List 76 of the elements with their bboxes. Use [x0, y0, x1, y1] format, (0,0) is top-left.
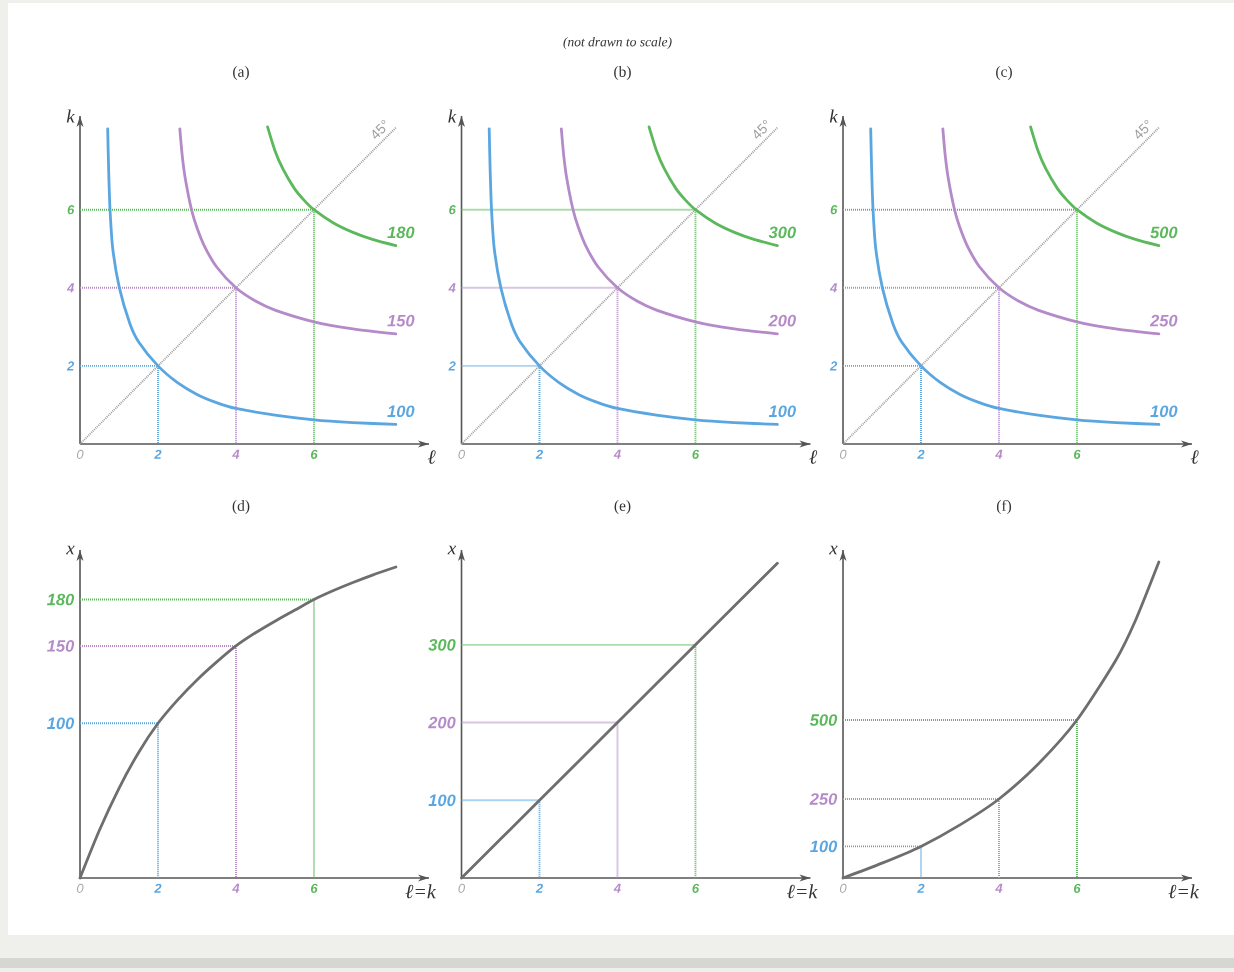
series-label: 500 — [1150, 226, 1178, 239]
y-tick-label: 6 — [830, 205, 838, 215]
x-tick-label: 4 — [232, 883, 240, 893]
y-axis-title: x — [447, 545, 457, 555]
x-tick-label: 4 — [995, 883, 1003, 893]
line-series — [841, 560, 1161, 880]
x-tick-label: 6 — [1073, 449, 1081, 459]
chart-title: (f) — [996, 499, 1012, 515]
x-tick-label: 2 — [154, 883, 162, 893]
y-tick-label: 100 — [428, 794, 456, 807]
x-tick-label: 2 — [917, 449, 925, 459]
y-axis-title: x — [829, 545, 838, 555]
y-tick-label: 6 — [449, 205, 456, 215]
y-axis-title: x — [66, 545, 75, 555]
y-tick-label: 150 — [47, 640, 75, 652]
x-axis-title: ℓ=k — [1168, 884, 1200, 899]
x-tick-label: 6 — [1073, 883, 1081, 893]
x-tick-label: 0 — [839, 883, 847, 893]
x-tick-label: 0 — [458, 883, 466, 893]
x-axis-title: ℓ=k — [405, 884, 437, 899]
chart-title: (e) — [614, 499, 631, 515]
chart-title: (a) — [233, 65, 249, 81]
x-tick-label: 0 — [76, 883, 84, 893]
series-label: 250 — [1149, 314, 1178, 327]
x-tick-label: 4 — [232, 449, 240, 459]
line-series — [460, 561, 779, 880]
y-tick-label: 2 — [829, 361, 838, 371]
y-tick-label: 4 — [66, 283, 75, 293]
line-series — [78, 565, 398, 880]
x-tick-label: 0 — [839, 449, 847, 459]
x-tick-label: 6 — [310, 449, 318, 459]
y-tick-label: 4 — [829, 283, 838, 293]
x-tick-label: 6 — [692, 883, 700, 893]
series-label: 150 — [387, 314, 415, 327]
x-tick-label: 4 — [613, 883, 621, 893]
series-label: 200 — [768, 314, 796, 327]
chart-title: (b) — [614, 65, 631, 81]
text: 45° — [1135, 120, 1149, 139]
series-label: 100 — [1150, 405, 1178, 418]
chart-title: (c) — [996, 65, 1012, 81]
y-tick-label: 250 — [809, 793, 838, 805]
x-tick-label: 2 — [154, 449, 162, 459]
series-label: 100 — [387, 405, 415, 418]
x-tick-label: 4 — [995, 449, 1003, 459]
y-axis-title: k — [829, 109, 839, 123]
y-tick-label: 500 — [809, 714, 838, 726]
x-axis-title: ℓ — [809, 450, 818, 464]
x-axis-title: ℓ=k — [786, 884, 818, 899]
text: (not drawn to scale) — [563, 36, 672, 50]
x-tick-label: 2 — [535, 449, 543, 459]
y-tick-label: 200 — [428, 716, 456, 729]
series-label: 300 — [768, 226, 796, 239]
y-axis-title: k — [448, 109, 457, 123]
x-tick-label: 6 — [310, 883, 318, 893]
y-tick-label: 100 — [810, 840, 838, 853]
y-tick-label: 2 — [66, 361, 75, 371]
text: 45° — [372, 120, 386, 139]
series-label: 100 — [768, 405, 796, 418]
x-axis-title: ℓ — [427, 450, 436, 464]
y-tick-label: 6 — [67, 205, 75, 215]
x-tick-label: 0 — [76, 449, 84, 459]
y-tick-label: 180 — [47, 593, 75, 606]
x-tick-label: 2 — [535, 883, 543, 893]
series-label: 180 — [387, 226, 415, 239]
x-axis-title: ℓ — [1190, 450, 1199, 464]
x-tick-label: 2 — [917, 883, 925, 893]
chart-title: (d) — [232, 499, 250, 515]
y-axis-title: k — [66, 109, 76, 123]
text: 45° — [753, 120, 767, 139]
y-tick-label: 2 — [448, 361, 456, 371]
x-tick-label: 4 — [613, 449, 621, 459]
y-tick-label: 4 — [448, 283, 456, 293]
x-tick-label: 6 — [692, 449, 700, 459]
y-tick-label: 100 — [47, 717, 75, 730]
x-tick-label: 0 — [458, 449, 466, 459]
y-tick-label: 300 — [428, 638, 456, 651]
